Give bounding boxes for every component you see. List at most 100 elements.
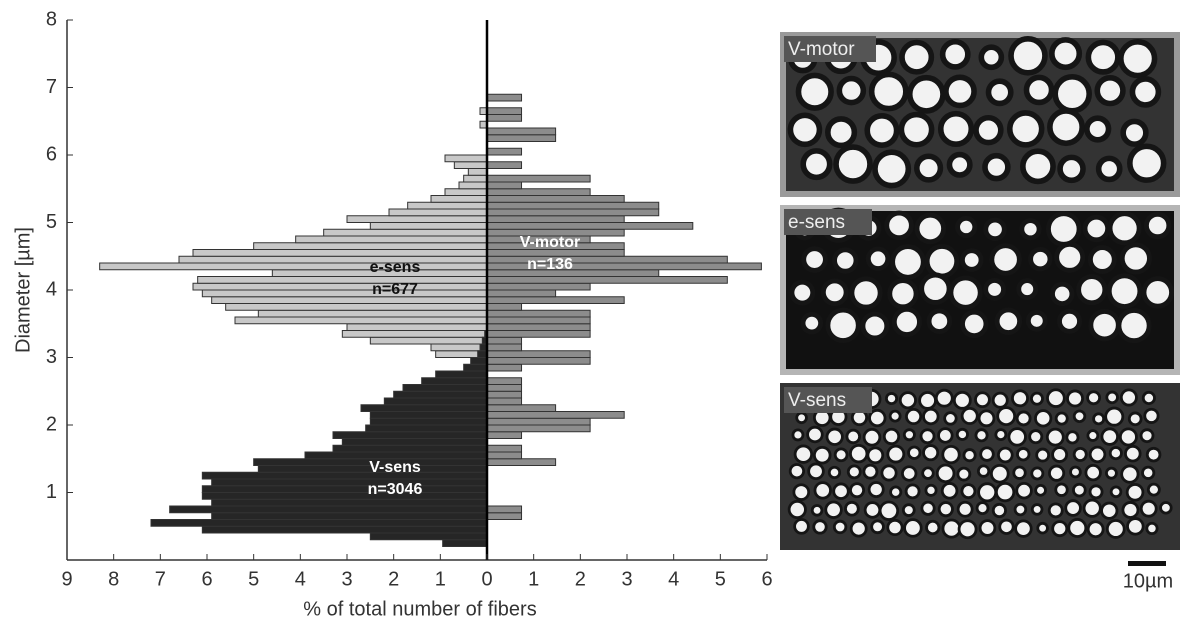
y-tick-label: 2 [46, 413, 57, 435]
fiber [1127, 411, 1143, 427]
fiber [1034, 484, 1047, 497]
bar [402, 384, 488, 392]
fiber [864, 112, 900, 148]
fiber [884, 210, 914, 241]
fiber [1105, 390, 1119, 405]
bar [453, 161, 488, 169]
fiber [1045, 211, 1082, 247]
series-count: n=3046 [368, 481, 423, 498]
fiber [952, 390, 972, 410]
fiber [973, 114, 1004, 146]
fiber [1013, 502, 1028, 517]
fiber [1141, 276, 1175, 309]
fiber [1120, 118, 1149, 147]
fiber [959, 248, 984, 272]
bar [486, 323, 591, 331]
fiber [924, 244, 960, 279]
fiber [1143, 407, 1160, 424]
fiber [905, 407, 923, 426]
panel-label-bg [784, 387, 872, 413]
fiber [1108, 446, 1123, 461]
panel-label: V-sens [788, 390, 846, 411]
fiber [1048, 464, 1066, 482]
y-tick-label: 7 [46, 76, 57, 98]
fiber [862, 463, 879, 480]
fiber [880, 464, 898, 482]
fiber [976, 464, 991, 478]
fiber [1086, 429, 1100, 442]
fiber [1159, 501, 1173, 515]
bar [486, 431, 523, 439]
fiber [868, 71, 909, 112]
fiber [1047, 108, 1085, 147]
x-tick-label: 4 [295, 568, 306, 590]
bar [486, 147, 523, 156]
bar [201, 525, 488, 534]
fiber [921, 466, 935, 480]
fiber [1125, 483, 1145, 502]
fiber [998, 518, 1015, 535]
fiber [846, 464, 862, 480]
x-axis-label: % of total number of fibers [303, 598, 536, 620]
bar [257, 309, 488, 318]
fiber [943, 411, 958, 426]
fiber [1054, 482, 1069, 497]
fiber [1065, 430, 1080, 445]
bar [388, 208, 488, 217]
fiber [787, 112, 823, 148]
micrograph-texture [787, 36, 1167, 189]
fiber [806, 425, 824, 444]
fiber [1064, 499, 1082, 517]
bar [486, 174, 591, 183]
bar [486, 215, 625, 223]
fiber [1126, 517, 1145, 536]
fiber [787, 499, 807, 520]
x-tick-label: 2 [575, 568, 586, 590]
fiber [1088, 308, 1121, 342]
bar [470, 357, 488, 365]
fiber [926, 308, 953, 334]
fiber [1047, 502, 1064, 519]
fiber [940, 482, 959, 500]
fiber [833, 447, 849, 463]
bar [341, 438, 488, 446]
fiber [914, 212, 947, 245]
x-tick-label: 8 [108, 568, 119, 590]
fiber [1118, 38, 1158, 79]
fiber [890, 244, 926, 280]
bar [197, 276, 488, 284]
fiber [906, 74, 946, 114]
fiber [960, 309, 989, 339]
scale-bar [1128, 561, 1166, 566]
fiber [886, 444, 906, 464]
fiber [1139, 428, 1155, 444]
bar [486, 276, 728, 284]
y-tick-label: 4 [46, 278, 57, 300]
fiber [1088, 484, 1104, 500]
fiber [898, 111, 935, 148]
bar [444, 154, 488, 163]
fiber [1100, 427, 1119, 446]
bar [341, 330, 488, 338]
fiber [1106, 273, 1143, 309]
fiber [801, 246, 828, 273]
fiber [1139, 499, 1158, 518]
bar [150, 519, 488, 527]
fiber [795, 411, 808, 425]
fiber [1028, 429, 1044, 445]
bar [486, 107, 523, 115]
fiber [978, 44, 1005, 71]
fiber [982, 152, 1011, 182]
fiber [810, 504, 824, 517]
fiber [795, 72, 834, 111]
bar [486, 350, 591, 358]
fiber [1116, 308, 1152, 344]
fiber [849, 482, 866, 499]
fiber [1084, 463, 1102, 482]
fiber [1008, 36, 1048, 76]
fiber [943, 74, 977, 109]
fiber [939, 38, 971, 70]
fiber [920, 500, 936, 516]
fiber [907, 445, 922, 460]
